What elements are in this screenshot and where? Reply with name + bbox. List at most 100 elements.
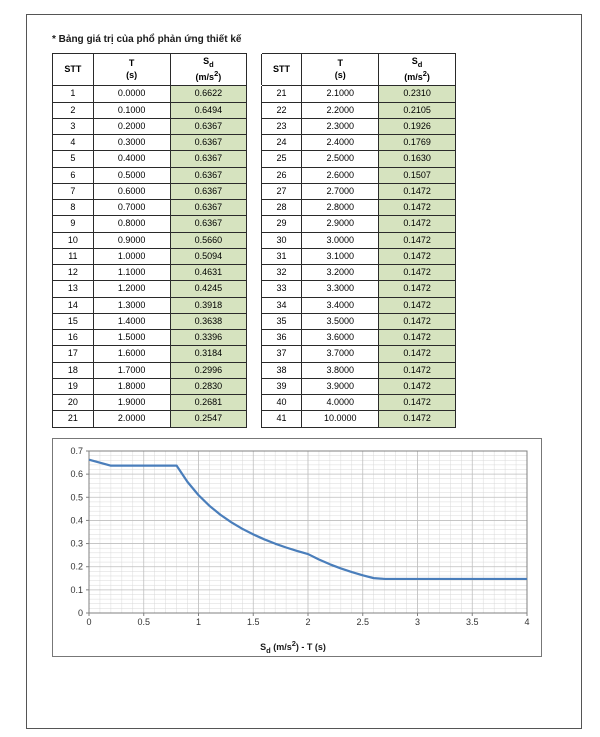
th-sd-left: Sd(m/s2) [170,54,247,86]
cell-stt: 23 [261,118,302,134]
cell-sd: 0.1472 [379,216,456,232]
cell-sep [247,395,261,411]
cell-t: 3.0000 [302,232,379,248]
cell-sd: 0.5660 [170,232,247,248]
cell-t: 2.2000 [302,102,379,118]
cell-stt: 38 [261,362,302,378]
cell-sd: 0.2310 [379,86,456,102]
th-stt-right: STT [261,54,302,86]
cell-stt: 28 [261,200,302,216]
svg-text:0.7: 0.7 [70,446,83,456]
cell-sd: 0.4631 [170,265,247,281]
cell-sep [247,378,261,394]
cell-sep [247,167,261,183]
table-row: 131.20000.4245333.30000.1472 [53,281,456,297]
svg-text:0.4: 0.4 [70,515,83,525]
cell-t: 0.4000 [93,151,170,167]
svg-text:0: 0 [78,608,83,618]
cell-sd: 0.1472 [379,232,456,248]
cell-sd: 0.1472 [379,183,456,199]
cell-t: 0.8000 [93,216,170,232]
cell-stt: 1 [53,86,94,102]
cell-sd: 0.2830 [170,378,247,394]
cell-stt: 17 [53,346,94,362]
cell-sd: 0.5094 [170,248,247,264]
cell-stt: 26 [261,167,302,183]
cell-t: 0.6000 [93,183,170,199]
cell-t: 1.0000 [93,248,170,264]
svg-text:0.1: 0.1 [70,585,83,595]
cell-sd: 0.4245 [170,281,247,297]
table-row: 50.40000.6367252.50000.1630 [53,151,456,167]
cell-sep [247,330,261,346]
cell-stt: 8 [53,200,94,216]
cell-sd: 0.1472 [379,378,456,394]
cell-sd: 0.6367 [170,167,247,183]
chart-xlabel: Sd (m/s2) - T (s) [53,639,533,655]
cell-sep [247,200,261,216]
cell-t: 1.2000 [93,281,170,297]
cell-sep [247,86,261,102]
cell-stt: 39 [261,378,302,394]
cell-stt: 7 [53,183,94,199]
svg-text:4: 4 [524,617,529,627]
cell-sd: 0.6367 [170,151,247,167]
svg-text:0.6: 0.6 [70,469,83,479]
cell-sd: 0.1507 [379,167,456,183]
svg-text:2: 2 [305,617,310,627]
cell-sd: 0.1472 [379,395,456,411]
cell-stt: 15 [53,313,94,329]
cell-t: 1.4000 [93,313,170,329]
cell-t: 2.3000 [302,118,379,134]
page: * Bảng giá trị của phổ phản ứng thiết kế… [0,0,600,737]
cell-sep [247,102,261,118]
cell-sep [247,151,261,167]
cell-sep [247,265,261,281]
th-sd-right: Sd(m/s2) [379,54,456,86]
cell-stt: 35 [261,313,302,329]
table-body: 10.00000.6622212.10000.231020.10000.6494… [53,86,456,427]
cell-sep [247,216,261,232]
cell-t: 2.4000 [302,135,379,151]
cell-stt: 11 [53,248,94,264]
svg-text:0.2: 0.2 [70,561,83,571]
chart-container: 00.511.522.533.5400.10.20.30.40.50.60.7 … [52,438,542,658]
cell-sd: 0.1472 [379,362,456,378]
cell-t: 0.9000 [93,232,170,248]
cell-stt: 20 [53,395,94,411]
cell-t: 2.6000 [302,167,379,183]
table-row: 100.90000.5660303.00000.1472 [53,232,456,248]
cell-sep [247,346,261,362]
cell-sd: 0.6367 [170,200,247,216]
svg-text:0.5: 0.5 [137,617,150,627]
cell-t: 2.8000 [302,200,379,216]
spectrum-table: STT T(s) Sd(m/s2) STT T(s) Sd(m/s2) 10.0… [52,53,456,428]
th-t-left: T(s) [93,54,170,86]
table-row: 181.70000.2996383.80000.1472 [53,362,456,378]
cell-stt: 32 [261,265,302,281]
cell-stt: 12 [53,265,94,281]
th-sep [247,54,261,86]
cell-sep [247,411,261,427]
cell-sd: 0.1472 [379,330,456,346]
cell-t: 3.2000 [302,265,379,281]
cell-t: 1.6000 [93,346,170,362]
cell-sd: 0.1472 [379,313,456,329]
page-title: * Bảng giá trị của phổ phản ứng thiết kế [52,34,562,45]
table-row: 60.50000.6367262.60000.1507 [53,167,456,183]
cell-t: 3.6000 [302,330,379,346]
table-row: 20.10000.6494222.20000.2105 [53,102,456,118]
svg-text:1.5: 1.5 [247,617,260,627]
cell-sep [247,135,261,151]
cell-sd: 0.3918 [170,297,247,313]
cell-stt: 3 [53,118,94,134]
cell-t: 2.7000 [302,183,379,199]
cell-sd: 0.1472 [379,200,456,216]
spectrum-chart: 00.511.522.533.5400.10.20.30.40.50.60.7 [53,445,533,635]
cell-t: 0.3000 [93,135,170,151]
cell-stt: 10 [53,232,94,248]
table-row: 201.90000.2681404.00000.1472 [53,395,456,411]
cell-sep [247,297,261,313]
cell-stt: 27 [261,183,302,199]
svg-text:0: 0 [86,617,91,627]
